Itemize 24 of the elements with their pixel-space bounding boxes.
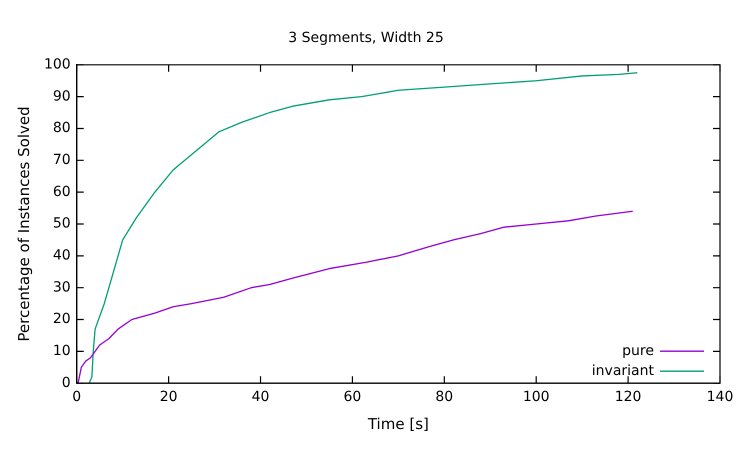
y-axis-title: Percentage of Instances Solved: [14, 106, 33, 342]
y-tick-label: 20: [52, 311, 71, 328]
legend-label: invariant: [592, 362, 655, 379]
y-tick-label: 90: [52, 88, 71, 104]
y-tick-label: 10: [52, 343, 71, 359]
x-tick-label: 80: [435, 389, 454, 406]
legend-label: pure: [622, 342, 654, 359]
x-tick-label: 0: [72, 389, 82, 406]
x-axis-title: Time [s]: [366, 414, 429, 433]
chart-title: 3 Segments, Width 25: [288, 30, 444, 46]
y-tick-label: 60: [52, 184, 71, 200]
y-tick-label: 30: [52, 279, 71, 296]
y-tick-label: 50: [52, 216, 71, 232]
y-tick-label: 70: [52, 152, 71, 168]
x-tick-label: 100: [522, 389, 550, 406]
y-tick-label: 40: [52, 247, 71, 264]
x-tick-label: 140: [706, 389, 734, 406]
x-tick-label: 60: [344, 389, 362, 406]
x-tick-label: 40: [252, 389, 270, 406]
x-tick-label: 20: [160, 389, 178, 406]
y-tick-label: 80: [52, 120, 71, 136]
x-tick-label: 120: [614, 389, 642, 406]
y-tick-label: 100: [44, 56, 71, 72]
y-tick-label: 0: [62, 374, 71, 391]
